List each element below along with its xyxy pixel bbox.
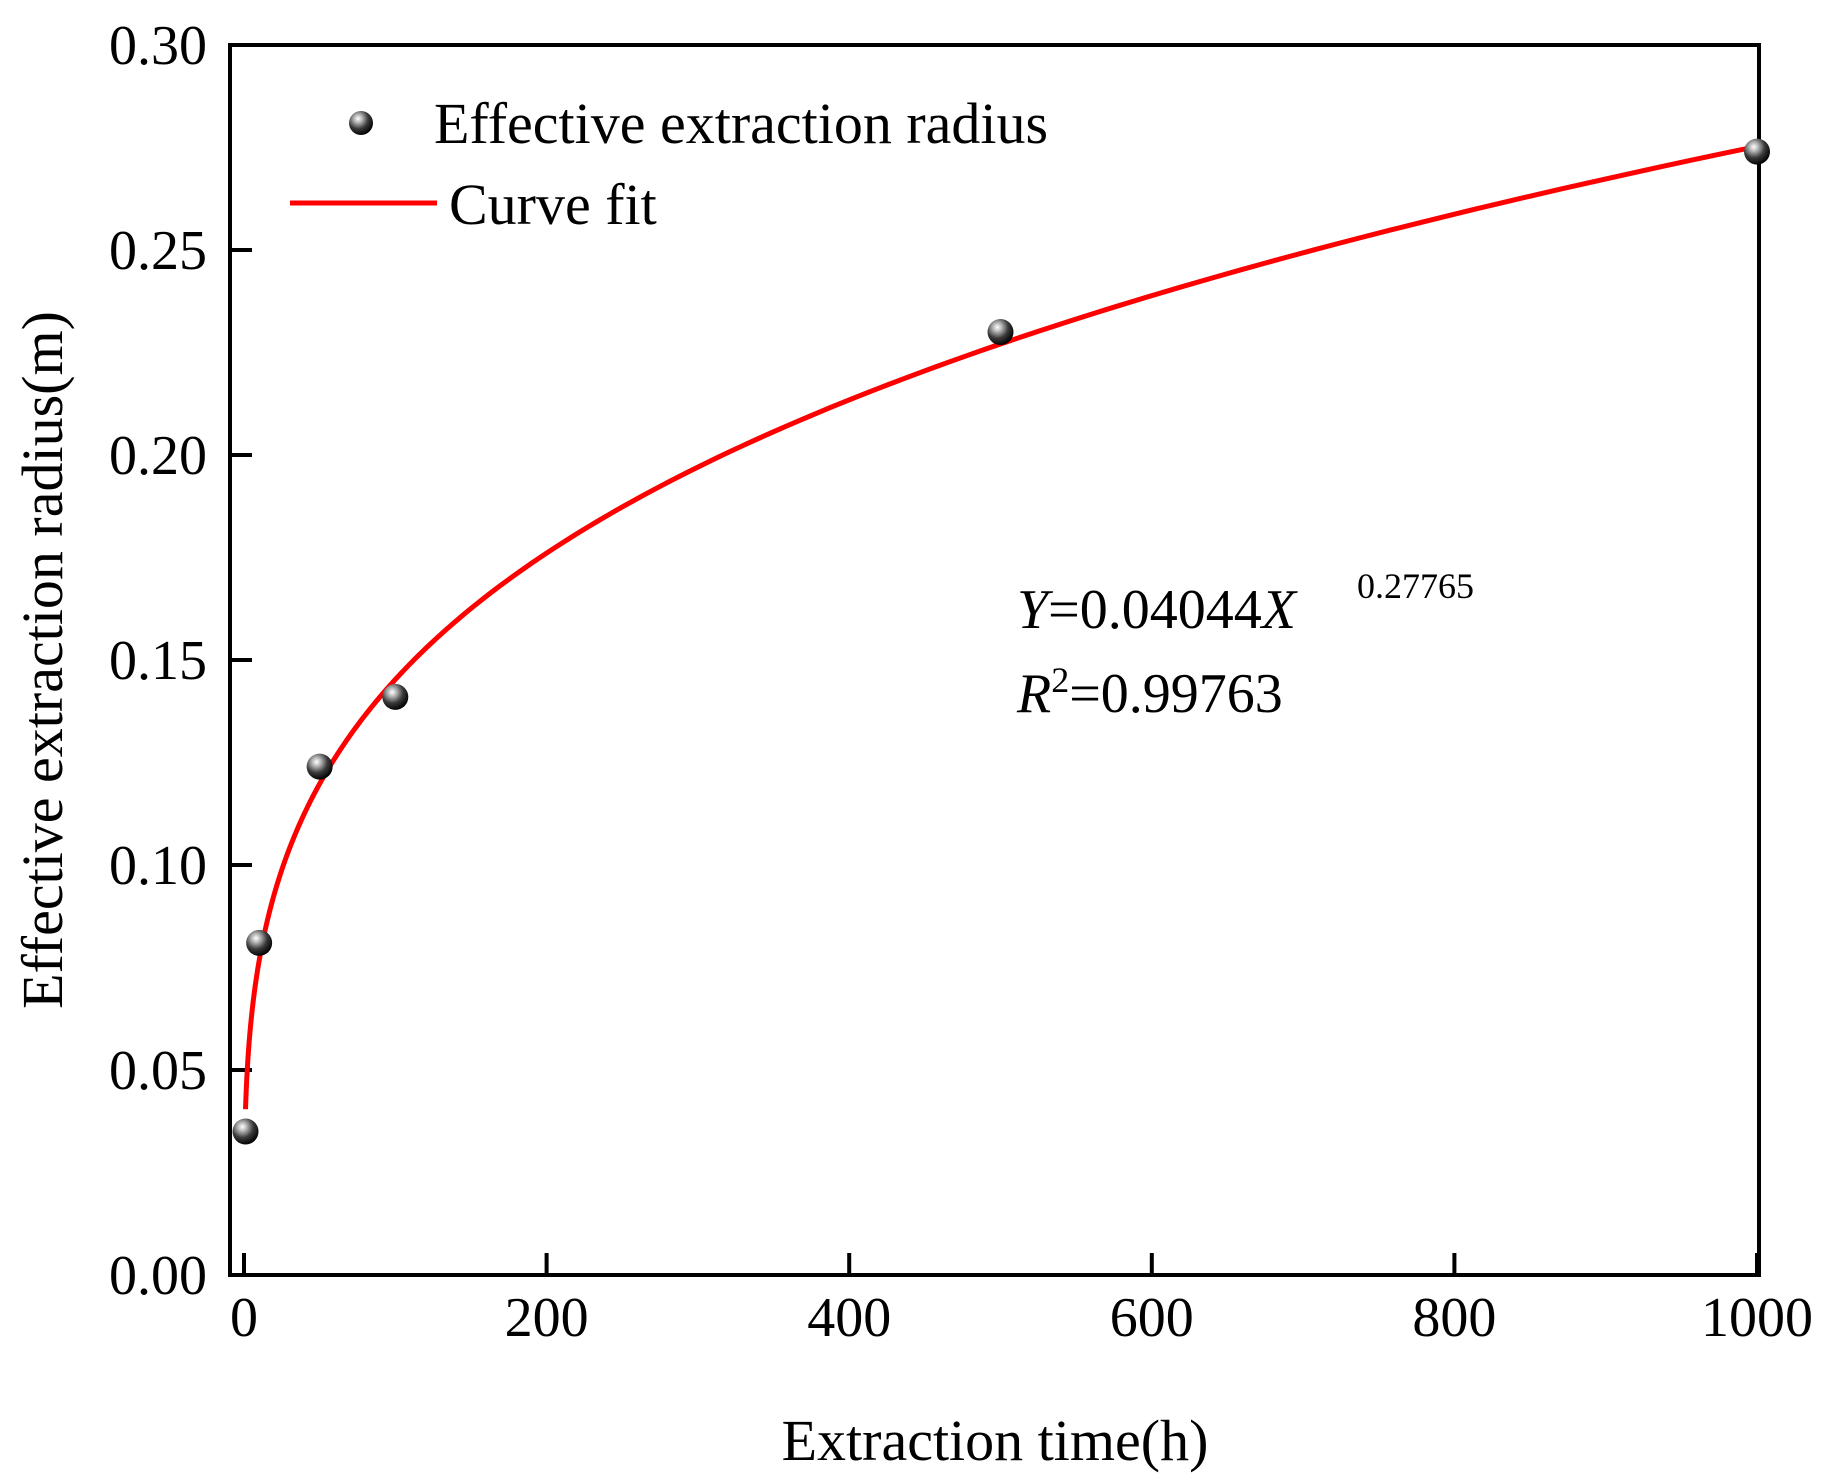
r-squared-value: =0.99763 — [1069, 663, 1283, 725]
equation-exponent: 0.27765 — [1357, 566, 1474, 606]
equation-y-symbol: Y — [1017, 579, 1054, 641]
fit-curve-line — [243, 143, 1758, 1110]
x-tick-label: 0 — [230, 1287, 258, 1349]
y-tick-label: 0.25 — [109, 220, 207, 282]
legend-label-scatter: Effective extraction radius — [434, 91, 1048, 156]
y-tick-label: 0.00 — [109, 1245, 207, 1307]
y-tick-label: 0.10 — [109, 835, 207, 897]
x-tick-label: 600 — [1110, 1287, 1194, 1349]
data-point — [382, 683, 409, 710]
y-axis-title: Effective extraction radius(m) — [10, 311, 75, 1009]
fit-equation: Y=0.04044X 0.27765 R2=0.99763 — [1016, 566, 1474, 725]
y-axis: 0.00 0.05 0.10 0.15 0.20 0.25 0.30 — [109, 15, 252, 1307]
y-tick-label: 0.20 — [109, 425, 207, 487]
data-point — [987, 319, 1014, 345]
legend-label-line: Curve fit — [449, 172, 657, 237]
data-point — [232, 1118, 259, 1145]
svg-text:Y=0.04044X: Y=0.04044X — [1017, 579, 1299, 641]
legend-scatter-marker — [349, 111, 373, 135]
y-tick-label: 0.30 — [109, 15, 207, 77]
equation-x-symbol: X — [1260, 579, 1299, 641]
r-squared-superscript: 2 — [1051, 660, 1069, 700]
y-tick-label: 0.05 — [109, 1040, 207, 1102]
data-point — [1744, 138, 1770, 165]
equation-body: =0.04044 — [1048, 579, 1262, 641]
r-squared-symbol: R — [1016, 663, 1051, 725]
y-tick-label: 0.15 — [109, 630, 207, 692]
legend: Effective extraction radius Curve fit — [290, 91, 1048, 237]
x-axis-title: Extraction time(h) — [782, 1408, 1209, 1473]
x-tick-label: 400 — [807, 1287, 891, 1349]
svg-text:R2=0.99763: R2=0.99763 — [1016, 660, 1283, 725]
x-tick-label: 200 — [505, 1287, 589, 1349]
x-tick-label: 800 — [1412, 1287, 1496, 1349]
data-point — [306, 753, 333, 780]
x-axis: 0 200 400 600 800 1000 — [230, 1253, 1813, 1349]
x-tick-label: 1000 — [1701, 1287, 1813, 1349]
data-points — [232, 138, 1770, 1145]
data-point — [246, 929, 273, 956]
